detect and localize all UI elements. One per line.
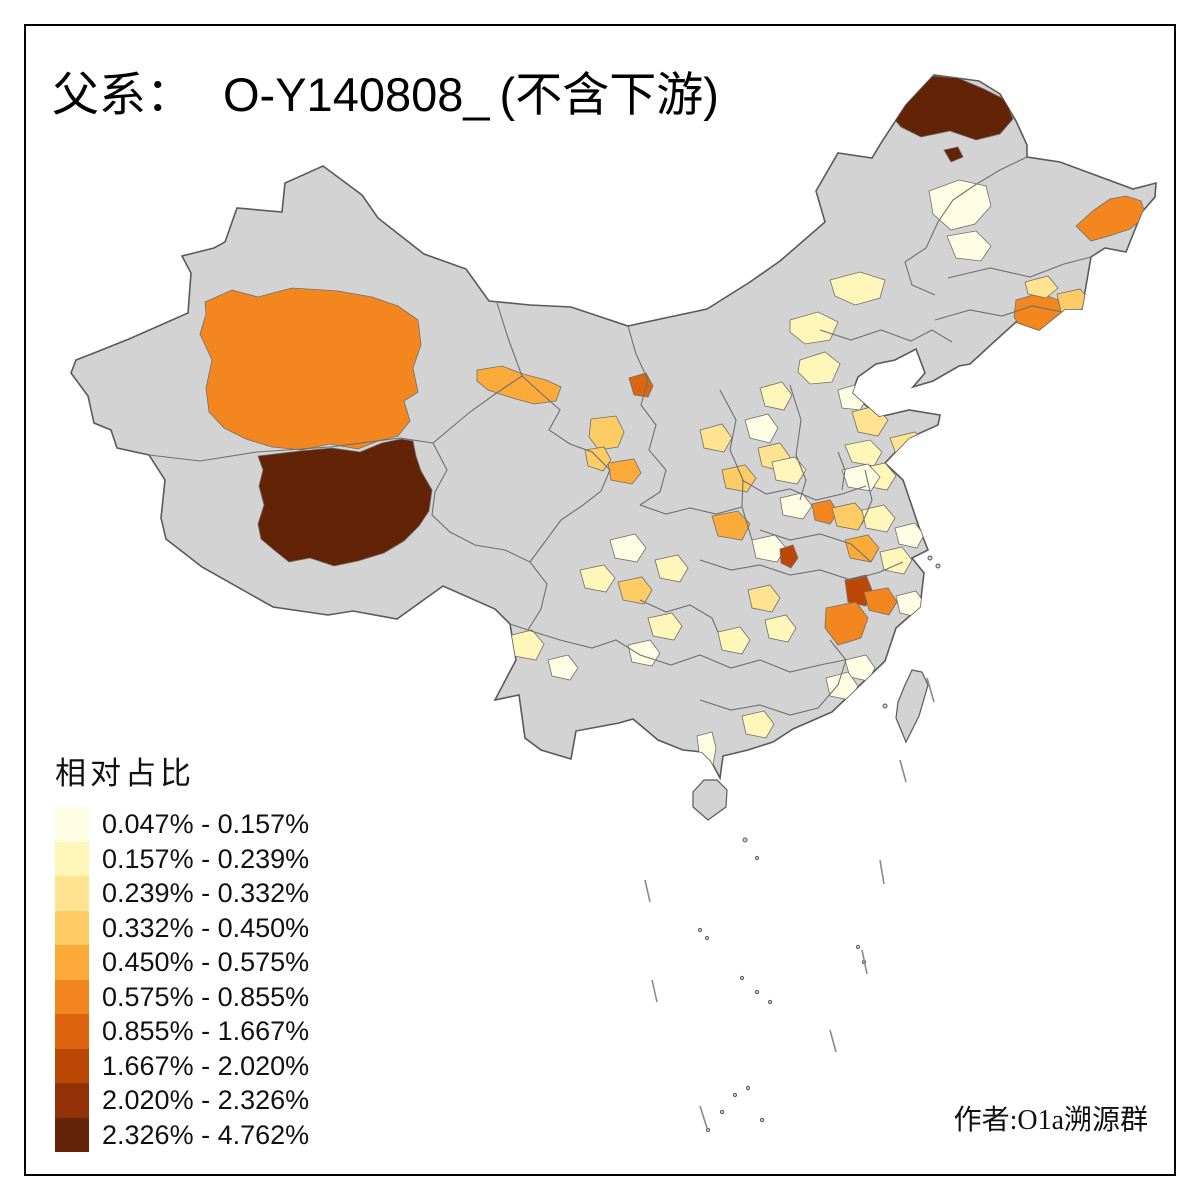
legend-swatch-9 — [55, 1083, 89, 1118]
figure-title: 父系： O-Y140808_ (不含下游) — [52, 56, 719, 125]
legend-row-2: 0.157% - 0.239% — [55, 841, 310, 876]
map-region-chongqing — [654, 554, 689, 583]
map-region-jiamusi — [1075, 195, 1147, 242]
legend-class-label: 0.855% - 1.667% — [102, 1016, 310, 1046]
map-region-wuhan-dark — [779, 544, 799, 569]
legend-class-label: 1.667% - 2.020% — [102, 1050, 310, 1081]
legend: 相对占比 0.047% - 0.157% 0.157% - 0.239% 0.239… — [55, 748, 309, 1152]
map-region-shanxi-mid — [744, 413, 779, 444]
province-borders — [148, 156, 1092, 716]
legend-class-label: 0.450% - 0.575% — [102, 947, 310, 977]
map-region-yanbian — [1013, 292, 1064, 334]
legend-title: 相对占比 — [55, 756, 195, 791]
map-region-quzhou — [863, 587, 898, 616]
map-region-heihe-patch — [943, 146, 964, 163]
legend-swatch-3 — [55, 876, 89, 911]
legend-row-8: 1.667% - 2.020% — [55, 1048, 310, 1083]
map-region-xilingol-pale — [789, 311, 839, 345]
map-region-sichuan-north — [609, 533, 647, 563]
map-region-suihua-pale — [946, 230, 992, 262]
map-region-pearl-delta — [741, 710, 775, 739]
legend-row-1: 0.047% - 0.157% — [55, 807, 309, 842]
legend-class-label: 0.239% - 0.332% — [102, 878, 310, 908]
map-region-kunming-pale — [547, 654, 579, 681]
taiwan-island — [895, 669, 929, 744]
map-region-songyuan — [1024, 275, 1059, 299]
map-region-baiyin — [588, 415, 625, 451]
map-region-zhangjiakou — [797, 351, 841, 385]
map-region-guizhou-north — [647, 612, 683, 641]
map-region-tangshan — [877, 375, 909, 403]
legend-row-9: 2.020% - 2.326% — [55, 1083, 309, 1118]
map-region-hexi-corridor — [476, 365, 562, 405]
legend-swatch-6 — [55, 979, 89, 1014]
map-region-shaanxi-north — [699, 423, 733, 453]
hainan-island — [692, 779, 728, 821]
legend-row-6: 0.575% - 0.855% — [55, 979, 310, 1014]
legend-row-3: 0.239% - 0.332% — [55, 876, 309, 911]
map-region-hangzhou — [879, 546, 913, 575]
title-haplogroup: O-Y140808_ — [223, 68, 490, 121]
map-region-guangxi-ne — [717, 626, 751, 655]
map-region-mudanjiang — [1056, 288, 1092, 318]
map-region-henan-south — [779, 492, 813, 520]
legend-class-label: 2.326% - 4.762% — [102, 1119, 310, 1150]
map-region-fuyang — [811, 499, 839, 525]
map-region-jiangxi-ne — [824, 601, 869, 646]
legend-row-7: 0.855% - 1.667% — [55, 1014, 309, 1049]
map-region-lanzhou — [607, 458, 642, 485]
legend-row-4: 0.332% - 0.450% — [55, 910, 310, 945]
legend-class-label: 0.157% - 0.239% — [102, 843, 310, 874]
legend-row-10: 2.326% - 4.762% — [55, 1117, 310, 1152]
map-region-nenjiang-pale — [928, 179, 992, 231]
legend-class-label: 0.047% - 0.157% — [102, 809, 310, 839]
map-region-leizhou — [696, 731, 717, 771]
legend-swatch-1 — [55, 807, 89, 842]
map-region-sichuan-east — [617, 576, 653, 605]
map-region-chifeng-pale — [829, 271, 886, 306]
attribution-text: 作者:O1a溯源群 — [953, 1105, 1148, 1136]
map-region-nanjing-pale — [861, 504, 896, 533]
legend-swatch-2 — [55, 841, 89, 876]
legend-class-label: 2.020% - 2.326% — [102, 1085, 310, 1115]
map-region-shanghai-pale — [894, 522, 925, 549]
map-region-hunan-mid — [747, 584, 781, 613]
legend-swatch-8 — [55, 1048, 89, 1083]
legend-row-5: 0.450% - 0.575% — [55, 945, 309, 980]
map-region-henan-west — [771, 456, 807, 485]
legend-class-label: 0.332% - 0.450% — [102, 912, 310, 943]
legend-swatch-5 — [55, 945, 89, 980]
legend-swatch-4 — [55, 910, 89, 945]
map-region-chengdu — [579, 564, 616, 593]
legend-swatch-7 — [55, 1014, 89, 1049]
map-region-shiyan — [711, 510, 751, 541]
title-suffix: (不含下游) — [499, 68, 719, 121]
legend-swatch-10 — [55, 1117, 89, 1152]
map-region-shandong-west — [844, 439, 883, 467]
title-prefix: 父系： — [52, 70, 193, 122]
map-region-shanxi-north — [759, 381, 793, 411]
legend-class-label: 0.575% - 0.855% — [102, 981, 310, 1012]
nine-dash-line — [644, 677, 935, 1129]
map-region-changsha — [764, 614, 797, 643]
map-region-anqing — [844, 534, 880, 563]
legend-rows: 0.047% - 0.157% 0.157% - 0.239% 0.239% - 0… — [55, 807, 309, 1152]
colored-prefectures — [199, 75, 1147, 771]
map-region-bayingol — [199, 287, 422, 451]
map-region-jiangsu-north — [841, 463, 881, 492]
map-region-guiyang — [627, 639, 661, 667]
map-region-nagqu — [257, 438, 433, 567]
south-china-sea-islands — [697, 555, 941, 1133]
